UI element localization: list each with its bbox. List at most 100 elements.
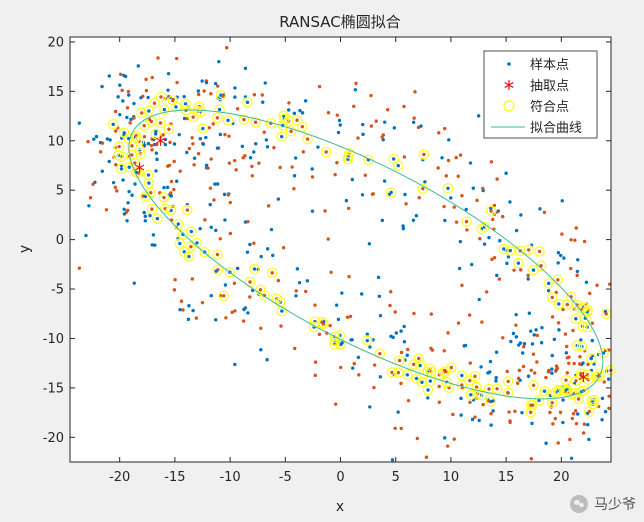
sample-point xyxy=(84,233,88,238)
sample-point xyxy=(136,64,140,68)
sample-point xyxy=(354,81,358,86)
sample-point xyxy=(245,100,250,105)
inlier-marker xyxy=(362,335,373,346)
sample-point xyxy=(264,138,269,142)
inlier-marker xyxy=(185,241,197,252)
sample-point xyxy=(406,398,411,403)
sample-point xyxy=(113,109,118,114)
sample-point xyxy=(414,213,419,218)
sample-point xyxy=(105,137,110,141)
sample-point xyxy=(574,379,578,383)
sample-point xyxy=(428,379,432,383)
inlier-marker xyxy=(143,177,155,189)
sample-point xyxy=(405,353,409,357)
inlier-marker xyxy=(130,167,142,178)
sample-point xyxy=(378,375,383,379)
y-tick-label: 15 xyxy=(47,85,64,100)
inlier-marker xyxy=(107,119,119,130)
sample-point xyxy=(286,108,291,112)
inlier-marker xyxy=(214,104,225,115)
sample-point xyxy=(443,218,447,223)
sample-point xyxy=(426,388,430,392)
sample-point xyxy=(564,378,568,382)
sample-point xyxy=(550,353,554,358)
inlier-marker xyxy=(308,321,320,333)
sample-point xyxy=(259,326,263,330)
sample-point xyxy=(480,320,484,324)
sample-point xyxy=(171,97,175,102)
sample-point xyxy=(565,371,569,375)
inlier-marker xyxy=(534,246,545,257)
sample-point xyxy=(389,334,393,338)
sample-point xyxy=(100,169,104,173)
sample-point xyxy=(604,312,608,316)
sample-point xyxy=(353,88,358,92)
sample-point xyxy=(606,377,611,381)
sample-point xyxy=(481,402,485,407)
inlier-marker xyxy=(265,118,277,129)
fit-curve xyxy=(128,109,604,400)
inlier-marker xyxy=(485,205,497,217)
x-tick-label: 15 xyxy=(498,470,515,485)
sample-point xyxy=(363,173,368,177)
sample-point xyxy=(446,186,450,190)
sample-point xyxy=(215,116,220,120)
sample-point xyxy=(233,95,237,99)
sample-point xyxy=(310,167,314,171)
inlier-marker xyxy=(483,383,495,395)
watermark-text: 马少爷 xyxy=(594,497,636,513)
sample-point xyxy=(142,123,146,128)
sample-point xyxy=(391,157,396,161)
sample-point xyxy=(476,114,481,118)
inlier-marker xyxy=(528,264,539,276)
sample-point xyxy=(217,59,221,64)
sample-point xyxy=(552,337,557,342)
sample-point xyxy=(587,437,591,442)
inlier-marker xyxy=(374,348,386,359)
sample-point xyxy=(575,269,580,274)
sample-point xyxy=(228,200,232,205)
asterisk-stroke xyxy=(155,137,166,144)
sample-point xyxy=(246,219,250,224)
sample-point xyxy=(474,385,479,389)
sample-point xyxy=(390,370,394,375)
inlier-marker xyxy=(598,347,609,359)
sample-point xyxy=(491,409,495,413)
sample-point xyxy=(161,133,165,137)
sample-point xyxy=(564,344,569,349)
sample-point xyxy=(190,136,194,140)
sample-point xyxy=(348,314,353,319)
sample-point xyxy=(581,361,585,365)
inlier-marker xyxy=(476,223,487,235)
sample-point xyxy=(405,373,410,377)
sample-point xyxy=(130,144,134,148)
sample-point xyxy=(537,249,542,254)
sample-point xyxy=(265,358,269,362)
sample-point xyxy=(113,185,118,190)
sample-point xyxy=(192,163,196,167)
sample-point xyxy=(514,228,519,233)
sample-point xyxy=(129,117,133,122)
sample-point xyxy=(437,131,441,135)
y-tick-label: -5 xyxy=(51,283,64,298)
sample-point xyxy=(177,132,181,137)
sample-point xyxy=(292,174,297,178)
sample-point xyxy=(300,111,305,115)
sample-point xyxy=(114,163,118,167)
sample-point xyxy=(522,342,527,346)
sample-point xyxy=(214,228,218,233)
sample-point xyxy=(329,270,333,274)
sample-point xyxy=(402,340,407,344)
sample-point xyxy=(132,101,136,106)
sample-point xyxy=(146,95,150,100)
sample-point xyxy=(351,366,355,370)
sample-point xyxy=(191,308,195,313)
sample-point xyxy=(385,108,390,112)
sample-point xyxy=(456,321,461,325)
sample-point xyxy=(245,250,250,254)
inlier-marker xyxy=(418,149,430,160)
sample-point xyxy=(586,422,590,427)
sample-point xyxy=(326,111,331,115)
